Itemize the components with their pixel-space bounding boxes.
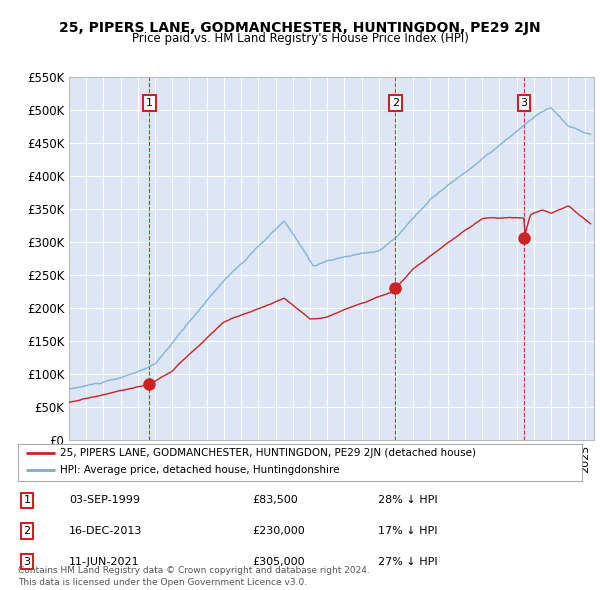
Text: £305,000: £305,000	[252, 557, 305, 566]
Text: £83,500: £83,500	[252, 496, 298, 505]
Text: 03-SEP-1999: 03-SEP-1999	[69, 496, 140, 505]
Text: 16-DEC-2013: 16-DEC-2013	[69, 526, 142, 536]
Text: 11-JUN-2021: 11-JUN-2021	[69, 557, 140, 566]
Text: 2: 2	[392, 98, 399, 108]
Text: 25, PIPERS LANE, GODMANCHESTER, HUNTINGDON, PE29 2JN (detached house): 25, PIPERS LANE, GODMANCHESTER, HUNTINGD…	[60, 448, 476, 458]
Text: £230,000: £230,000	[252, 526, 305, 536]
Text: 28% ↓ HPI: 28% ↓ HPI	[378, 496, 437, 505]
Text: 1: 1	[146, 98, 153, 108]
Text: Price paid vs. HM Land Registry's House Price Index (HPI): Price paid vs. HM Land Registry's House …	[131, 32, 469, 45]
Text: 25, PIPERS LANE, GODMANCHESTER, HUNTINGDON, PE29 2JN: 25, PIPERS LANE, GODMANCHESTER, HUNTINGD…	[59, 21, 541, 35]
Text: 27% ↓ HPI: 27% ↓ HPI	[378, 557, 437, 566]
Text: HPI: Average price, detached house, Huntingdonshire: HPI: Average price, detached house, Hunt…	[60, 466, 340, 476]
Text: 17% ↓ HPI: 17% ↓ HPI	[378, 526, 437, 536]
Text: 3: 3	[23, 557, 31, 566]
Text: 2: 2	[23, 526, 31, 536]
Text: 1: 1	[23, 496, 31, 505]
Text: 3: 3	[521, 98, 527, 108]
Text: Contains HM Land Registry data © Crown copyright and database right 2024.
This d: Contains HM Land Registry data © Crown c…	[18, 566, 370, 587]
